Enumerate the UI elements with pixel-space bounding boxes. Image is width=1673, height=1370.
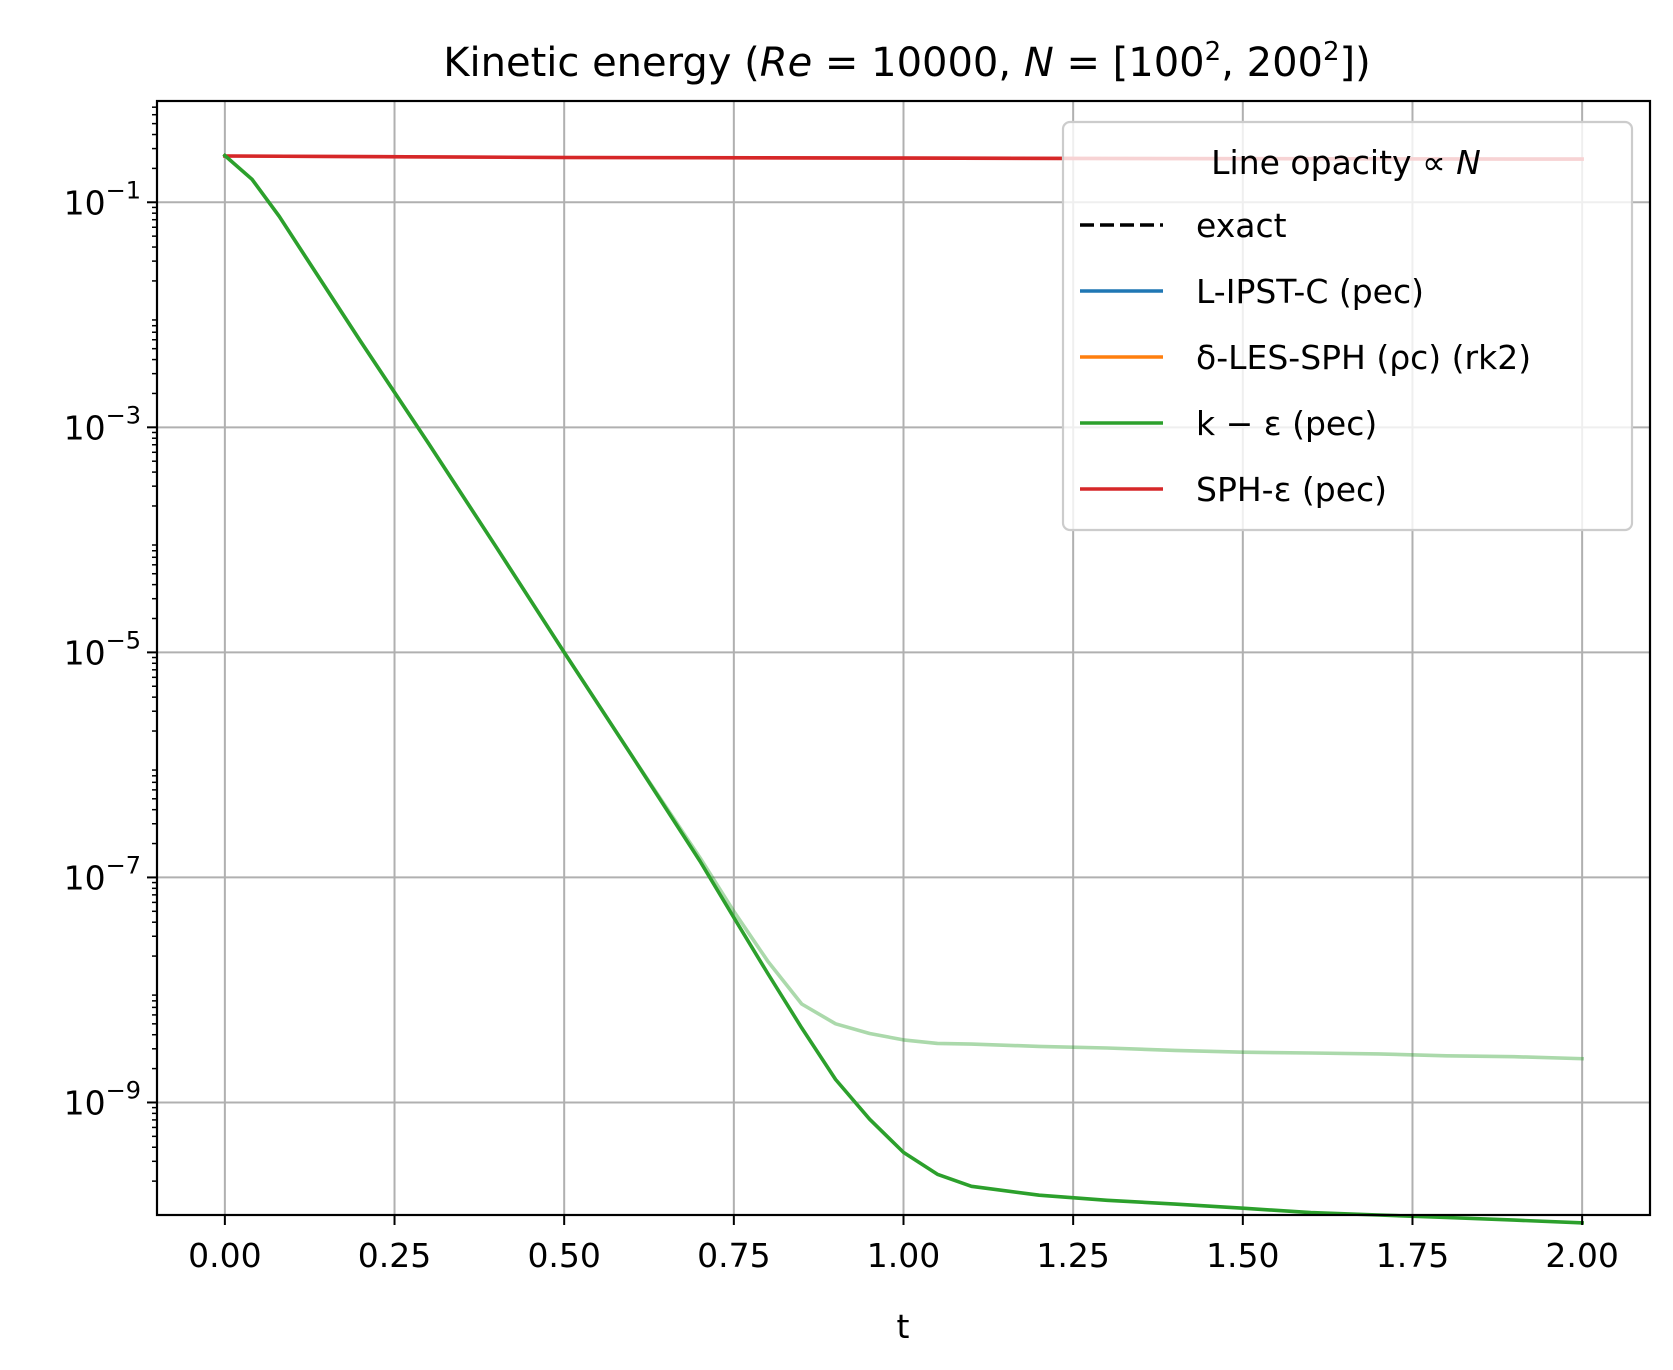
legend-label: exact	[1196, 206, 1287, 245]
legend: Line opacity ∝ N exact L-IPST-C (pec) δ-LE…	[1061, 120, 1634, 532]
legend-entry: δ-LES-SPH (ρc) (rk2)	[1080, 338, 1531, 377]
y-tick-base: 10	[64, 408, 106, 447]
title-re-var: Re	[760, 40, 812, 86]
legend-frame	[1061, 120, 1634, 532]
y-tick-base: 10	[64, 183, 106, 222]
y-tick-exponent: −9	[106, 1076, 141, 1104]
x-tick-label: 1.00	[867, 1236, 940, 1275]
x-tick-label: 1.25	[1036, 1236, 1109, 1275]
title-suffix: ])	[1340, 40, 1371, 86]
legend-title-var: N	[1456, 143, 1481, 182]
y-tick-base: 10	[64, 858, 106, 897]
legend-label: δ-LES-SPH (ρc) (rk2)	[1196, 338, 1531, 377]
x-tick-label: 0.00	[188, 1236, 261, 1275]
y-tick-label: 10−1	[64, 176, 141, 222]
x-tick-label: 0.75	[697, 1236, 770, 1275]
legend-title: Line opacity ∝ N	[1211, 143, 1481, 182]
y-tick-label: 10−5	[64, 626, 141, 672]
x-axis-label: t	[897, 1307, 910, 1346]
legend-entry: SPH-ε (pec)	[1080, 470, 1387, 509]
legend-label: SPH-ε (pec)	[1196, 470, 1387, 509]
y-axis-ticks: 10−110−310−510−710−9	[64, 106, 157, 1182]
x-tick-label: 0.25	[358, 1236, 431, 1275]
x-tick-label: 2.00	[1545, 1236, 1618, 1275]
x-tick-label: 0.50	[527, 1236, 600, 1275]
title-eq1: = 10000,	[812, 40, 1024, 86]
y-tick-base: 10	[64, 1083, 106, 1122]
y-tick-exponent: −5	[106, 626, 141, 654]
y-tick-label: 10−9	[64, 1076, 141, 1122]
legend-entry: k − ε (pec)	[1080, 404, 1377, 443]
y-tick-exponent: −1	[106, 176, 141, 204]
chart-title: Kinetic energy (Re = 10000, N = [1002, 2…	[443, 37, 1370, 86]
x-tick-label: 1.50	[1206, 1236, 1279, 1275]
title-mid: , 200	[1221, 40, 1323, 86]
legend-entry: L-IPST-C (pec)	[1080, 272, 1424, 311]
y-tick-exponent: −7	[106, 851, 141, 879]
legend-entries: exact L-IPST-C (pec) δ-LES-SPH (ρc) (rk2) k…	[1080, 206, 1531, 509]
title-prefix: Kinetic energy (	[443, 40, 760, 86]
y-tick-label: 10−3	[64, 401, 141, 447]
title-sup2: 2	[1323, 37, 1340, 67]
y-tick-label: 10−7	[64, 851, 141, 897]
series-line-k-pec	[222, 153, 1584, 1225]
x-tick-label: 1.75	[1376, 1236, 1449, 1275]
x-axis-ticks: 0.00 0.25 0.50 0.75 1.00 1.25 1.50 1.75 2.00	[188, 1215, 1619, 1275]
y-tick-exponent: −3	[106, 401, 141, 429]
legend-title-text: Line opacity ∝	[1211, 143, 1456, 182]
legend-label: k − ε (pec)	[1196, 404, 1377, 443]
legend-label: L-IPST-C (pec)	[1196, 272, 1424, 311]
y-tick-base: 10	[64, 633, 106, 672]
title-sup1: 2	[1205, 37, 1222, 67]
title-eq2: = [100	[1054, 40, 1205, 86]
title-n-var: N	[1024, 40, 1054, 86]
legend-entry: exact	[1080, 206, 1287, 245]
